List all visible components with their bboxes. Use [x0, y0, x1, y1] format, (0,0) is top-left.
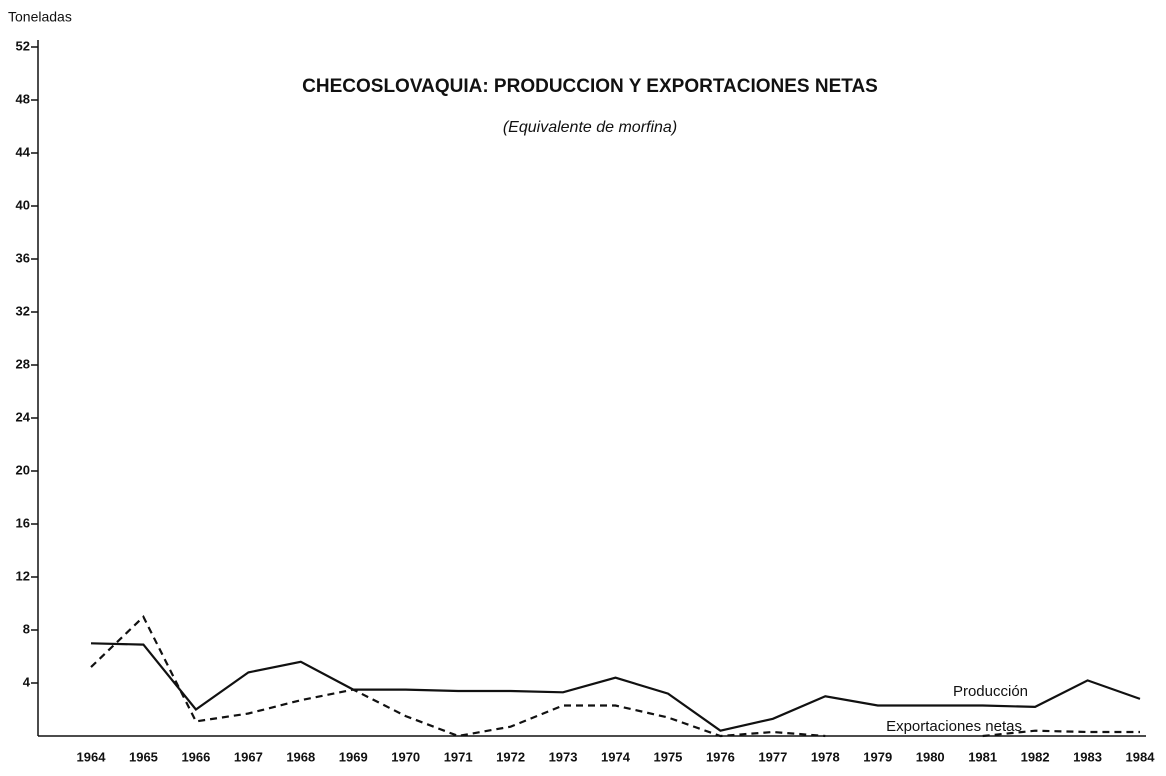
x-tick-label: 1976: [706, 749, 735, 764]
chart-subtitle: (Equivalente de morfina): [503, 119, 677, 136]
x-tick-label: 1982: [1021, 749, 1050, 764]
y-tick-label: 40: [16, 197, 30, 212]
x-tick-label: 1978: [811, 749, 840, 764]
y-tick-label: 48: [16, 91, 30, 106]
y-tick-label: 44: [16, 144, 31, 159]
y-tick-label: 16: [16, 515, 30, 530]
y-tick-label: 52: [16, 38, 30, 53]
x-tick-label: 1975: [653, 749, 682, 764]
series-line: [90, 614, 1140, 738]
series-line: [90, 642, 1141, 732]
x-tick-label: 1966: [181, 749, 210, 764]
series-label: Exportaciones netas: [886, 718, 1022, 735]
x-tick-label: 1965: [129, 749, 158, 764]
y-tick-label: 8: [23, 621, 30, 636]
y-tick-label: 20: [16, 462, 30, 477]
x-tick-label: 1968: [286, 749, 315, 764]
x-tick-label: 1972: [496, 749, 525, 764]
x-tick-label: 1984: [1126, 749, 1156, 764]
x-tick-label: 1983: [1073, 749, 1102, 764]
y-tick-label: 32: [16, 303, 30, 318]
x-tick-label: 1980: [916, 749, 945, 764]
x-tick-label: 1977: [758, 749, 787, 764]
x-tick-label: 1973: [549, 749, 578, 764]
y-tick-label: 28: [16, 356, 30, 371]
x-tick-label: 1979: [863, 749, 892, 764]
x-tick-label: 1969: [339, 749, 368, 764]
y-tick-label: 24: [16, 409, 31, 424]
y-tick-label: 36: [16, 250, 30, 265]
chart-title: CHECOSLOVAQUIA: PRODUCCION Y EXPORTACION…: [302, 76, 878, 97]
y-tick-label: 12: [16, 568, 30, 583]
series-label: Producción: [953, 683, 1028, 700]
x-tick-label: 1964: [77, 749, 107, 764]
y-axis-label: Toneladas: [8, 9, 72, 25]
x-tick-label: 1974: [601, 749, 631, 764]
x-tick-label: 1967: [234, 749, 263, 764]
x-tick-label: 1981: [968, 749, 997, 764]
x-tick-label: 1971: [444, 749, 473, 764]
x-tick-label: 1970: [391, 749, 420, 764]
y-tick-label: 4: [23, 674, 31, 689]
